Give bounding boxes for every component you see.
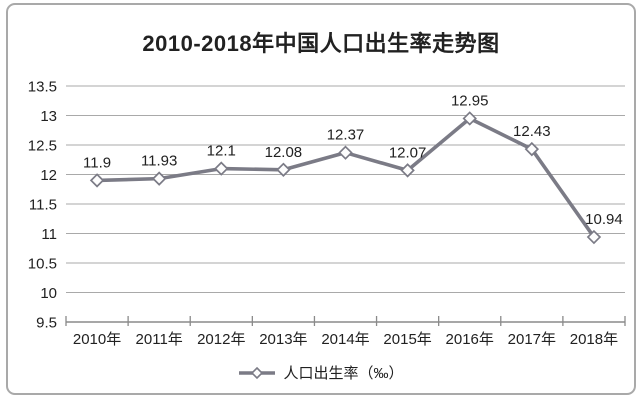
data-point-label: 12.37 — [327, 127, 365, 144]
data-point-marker — [524, 141, 540, 157]
y-tick-label: 12 — [40, 167, 57, 184]
y-tick-label: 9.5 — [36, 315, 57, 332]
data-point-label: 12.1 — [207, 143, 236, 160]
x-tick-label: 2015年 — [383, 331, 431, 348]
chart-title: 2010-2018年中国人口出生率走势图 — [142, 31, 500, 56]
x-tick-label: 2017年 — [508, 331, 556, 348]
chart-card: 2010-2018年中国人口出生率走势图 9.5 10 10.5 11 11.5 12 12… — [6, 3, 636, 395]
chart-legend: 人口出生率（‰） — [8, 362, 634, 383]
x-tick-label: 2011年 — [136, 331, 183, 348]
data-point-marker — [462, 111, 477, 126]
x-tick-label: 2010年 — [73, 331, 121, 348]
data-point-marker — [214, 161, 229, 176]
data-point-marker — [151, 171, 167, 186]
x-tick-label: 2018年 — [570, 331, 618, 348]
y-tick-label: 13 — [40, 108, 57, 125]
data-point-label: 12.43 — [513, 123, 551, 140]
data-point-marker — [276, 162, 291, 177]
y-tick-label: 12.5 — [28, 138, 57, 155]
legend-series-label: 人口出生率（‰） — [283, 365, 404, 382]
data-point-marker — [586, 229, 602, 245]
data-point-label: 12.95 — [451, 92, 489, 109]
plot-area: 9.5 10 10.5 11 11.5 12 12.5 13 13.5 2010年 2011年 201… — [28, 79, 626, 348]
x-tick-label: 2012年 — [197, 331, 245, 348]
data-point-label: 12.07 — [389, 144, 427, 161]
legend-marker-icon — [239, 366, 276, 379]
data-point-marker — [338, 145, 353, 160]
data-point-label: 10.94 — [585, 211, 623, 228]
y-tick-label: 13.5 — [28, 79, 57, 96]
x-tick-label: 2016年 — [446, 331, 494, 348]
data-point-label: 11.93 — [141, 153, 177, 170]
data-point-marker — [89, 173, 105, 188]
x-tick-label: 2014年 — [321, 331, 369, 348]
y-tick-label: 10 — [40, 285, 57, 302]
y-tick-label: 11.5 — [29, 197, 57, 214]
y-tick-label: 10.5 — [28, 256, 57, 273]
data-point-label: 12.08 — [265, 144, 303, 161]
x-tick-label: 2013年 — [259, 331, 307, 348]
y-tick-label: 11 — [41, 226, 57, 243]
data-point-marker — [400, 163, 415, 178]
data-point-label: 11.9 — [83, 154, 111, 171]
